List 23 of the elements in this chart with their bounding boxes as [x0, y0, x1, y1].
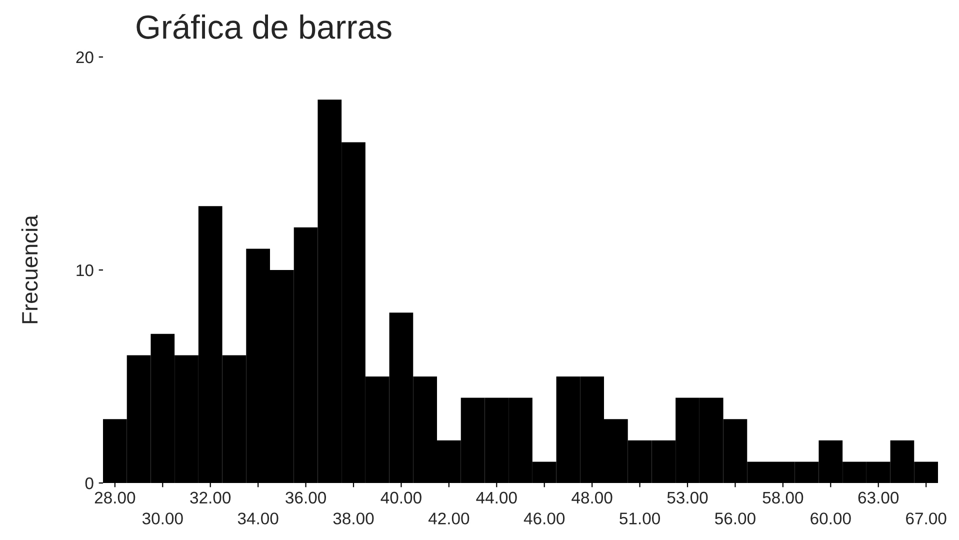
x-tick-label: 46.00 — [524, 512, 565, 524]
x-tick-label: 48.00 — [572, 492, 612, 504]
x-tick-label: 60.00 — [810, 512, 851, 524]
x-tick-label: 38.00 — [333, 512, 374, 524]
x-tick-label: 56.00 — [715, 512, 756, 524]
x-tick-label: 58.00 — [762, 492, 804, 504]
x-tick-label: 44.00 — [476, 492, 517, 504]
y-tick-label: 20 — [76, 51, 94, 64]
y-tick-label: 0 — [85, 477, 94, 490]
x-tick-label: 53.00 — [667, 492, 708, 504]
x-tick-label: 30.00 — [142, 512, 183, 524]
x-tick-label: 63.00 — [858, 492, 899, 504]
x-tick-label: 32.00 — [190, 492, 231, 504]
x-tick-label: 28.00 — [94, 492, 136, 504]
y-tick-label: 10 — [76, 264, 94, 276]
x-tick-label: 36.00 — [286, 492, 326, 504]
x-tick-label: 51.00 — [620, 512, 660, 524]
y-axis-title: Frecuencia — [21, 215, 38, 324]
x-tick-label: 42.00 — [428, 512, 470, 524]
chart-title: Gráfica de barras — [136, 14, 392, 39]
x-tick-label: 40.00 — [380, 492, 422, 504]
x-tick-label: 34.00 — [238, 512, 278, 524]
x-tick-label: 67.00 — [906, 512, 946, 524]
